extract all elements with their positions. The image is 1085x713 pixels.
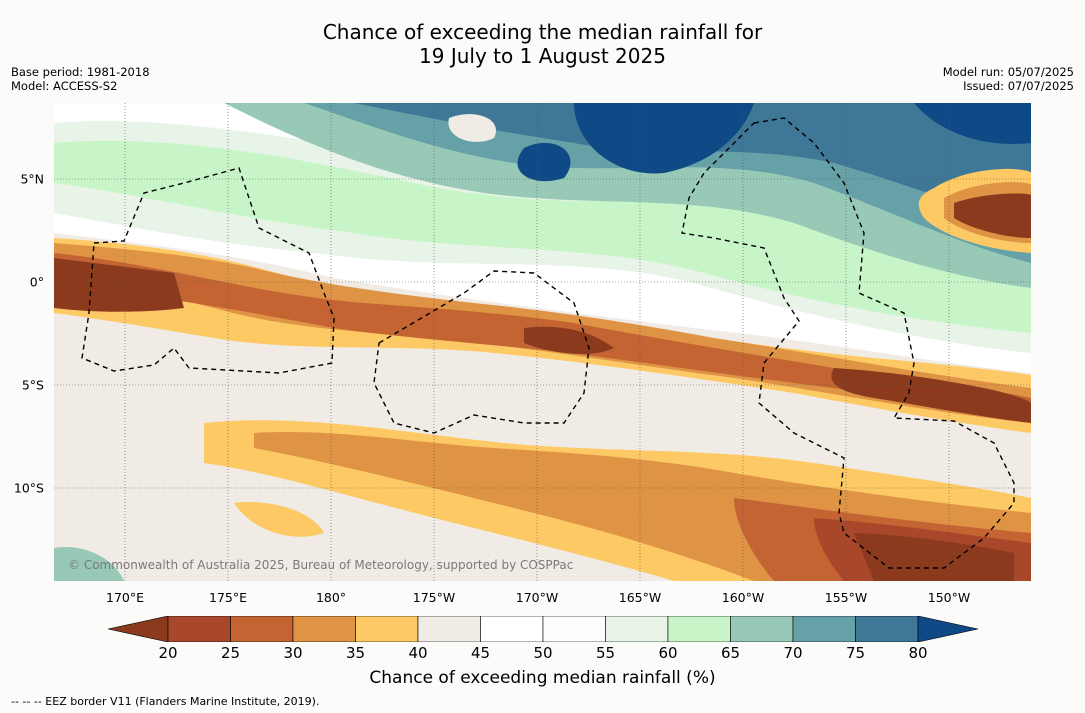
colorbar-tick-label: 65 — [720, 644, 741, 662]
model-name: Model: ACCESS-S2 — [11, 79, 118, 93]
colorbar-tick-label: 25 — [220, 644, 241, 662]
latitude-label: 10°S — [13, 480, 44, 496]
eez-legend-note: -- -- -- EEZ border V11 (Flanders Marine… — [11, 695, 320, 708]
base-period: Base period: 1981-2018 — [11, 65, 150, 79]
colorbar-tick-label: 50 — [533, 644, 553, 662]
colorbar-segment — [292, 616, 356, 642]
colorbar-segment — [417, 616, 481, 642]
longitude-label: 170°W — [515, 590, 559, 605]
latitude-label: 0° — [29, 274, 44, 290]
colorbar-tick-label: 45 — [470, 644, 491, 662]
longitude-label: 165°W — [618, 590, 662, 605]
colorbar-segment — [230, 616, 294, 642]
colorbar-tick-label: 60 — [658, 644, 678, 662]
latitude-label: 5°N — [20, 171, 44, 187]
colorbar-tick-label: 30 — [283, 644, 303, 662]
longitude-label: 175°W — [412, 590, 456, 605]
longitude-label: 160°W — [721, 590, 765, 605]
colorbar-segment — [480, 616, 544, 642]
colorbar-tick-label: 70 — [783, 644, 803, 662]
colorbar — [108, 616, 978, 642]
colorbar-arrow-low — [108, 616, 169, 642]
colorbar-tick-label: 55 — [595, 644, 616, 662]
colorbar-segment — [167, 616, 231, 642]
map-title: Chance of exceeding the median rainfall … — [0, 20, 1085, 68]
colorbar-segment — [605, 616, 669, 642]
colorbar-segment — [542, 616, 606, 642]
meta-left: Base period: 1981-2018 Model: ACCESS-S2 — [11, 65, 150, 93]
title-line-1: Chance of exceeding the median rainfall … — [322, 20, 763, 44]
longitude-label: 180° — [315, 590, 347, 605]
longitude-label: 155°W — [824, 590, 868, 605]
latitude-label: 5°S — [21, 377, 44, 393]
colorbar-tick-label: 75 — [845, 644, 866, 662]
model-run: Model run: 05/07/2025 — [942, 65, 1074, 79]
longitude-label: 175°E — [208, 590, 248, 605]
colorbar-segment — [355, 616, 419, 642]
colorbar-segment — [792, 616, 856, 642]
colorbar-tick-label: 80 — [908, 644, 928, 662]
colorbar-segment — [730, 616, 794, 642]
colorbar-segment — [667, 616, 731, 642]
issued-date: Issued: 07/07/2025 — [963, 79, 1074, 93]
colorbar-title: Chance of exceeding median rainfall (%) — [369, 668, 716, 688]
colorbar-tick-label: 20 — [158, 644, 178, 662]
colorbar-segment — [855, 616, 919, 642]
rainfall-map — [54, 103, 1031, 581]
map-canvas — [54, 103, 1031, 581]
title-line-2: 19 July to 1 August 2025 — [419, 44, 666, 68]
colorbar-arrow-high — [917, 616, 978, 642]
copyright-note: © Commonwealth of Australia 2025, Bureau… — [68, 558, 574, 572]
meta-right: Model run: 05/07/2025 Issued: 07/07/2025 — [943, 65, 1074, 93]
colorbar-tick-label: 40 — [408, 644, 428, 662]
longitude-label: 150°W — [927, 590, 971, 605]
colorbar-tick-label: 35 — [345, 644, 366, 662]
longitude-label: 170°E — [105, 590, 145, 605]
